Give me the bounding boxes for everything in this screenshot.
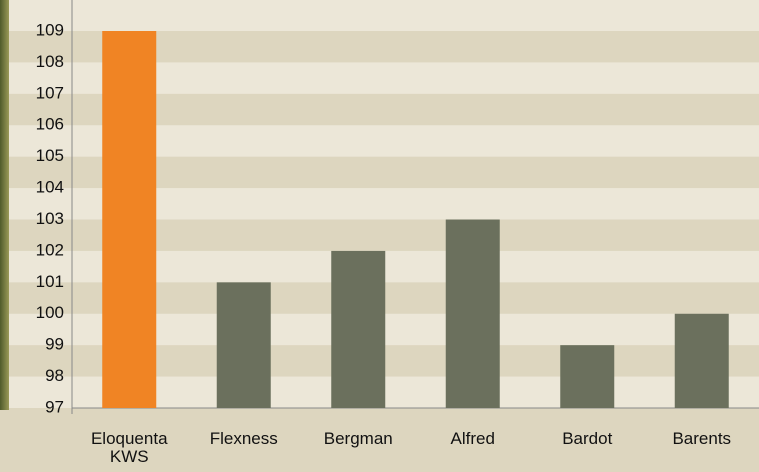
x-tick-label: Eloquenta KWS: [90, 429, 168, 466]
bar: [445, 219, 500, 408]
bar: [216, 282, 271, 408]
x-tick-label: Barents: [672, 429, 732, 448]
x-tick-label: Flexness: [209, 429, 278, 448]
y-tick-label: 97: [45, 397, 64, 416]
y-tick-label: 101: [36, 272, 64, 291]
y-tick-label: 104: [36, 178, 64, 197]
y-tick-label: 106: [36, 115, 64, 134]
y-tick-label: 99: [45, 335, 64, 354]
grid-band: [9, 0, 759, 31]
y-tick-label: 109: [36, 20, 64, 39]
x-tick-label: Bergman: [323, 429, 393, 448]
y-tick-label: 108: [36, 52, 64, 71]
foliage-edge: [0, 0, 9, 410]
bar: [560, 345, 615, 408]
bar: [102, 31, 157, 408]
y-tick-label: 98: [45, 366, 64, 385]
y-tick-label: 100: [36, 303, 64, 322]
bar: [331, 250, 386, 408]
y-tick-label: 103: [36, 209, 64, 228]
y-tick-label: 107: [36, 83, 64, 102]
bar: [674, 313, 729, 408]
y-tick-label: 102: [36, 240, 64, 259]
x-tick-label: Alfred: [450, 429, 495, 448]
x-tick-label: Bardot: [562, 429, 613, 448]
y-tick-label: 105: [36, 146, 64, 165]
